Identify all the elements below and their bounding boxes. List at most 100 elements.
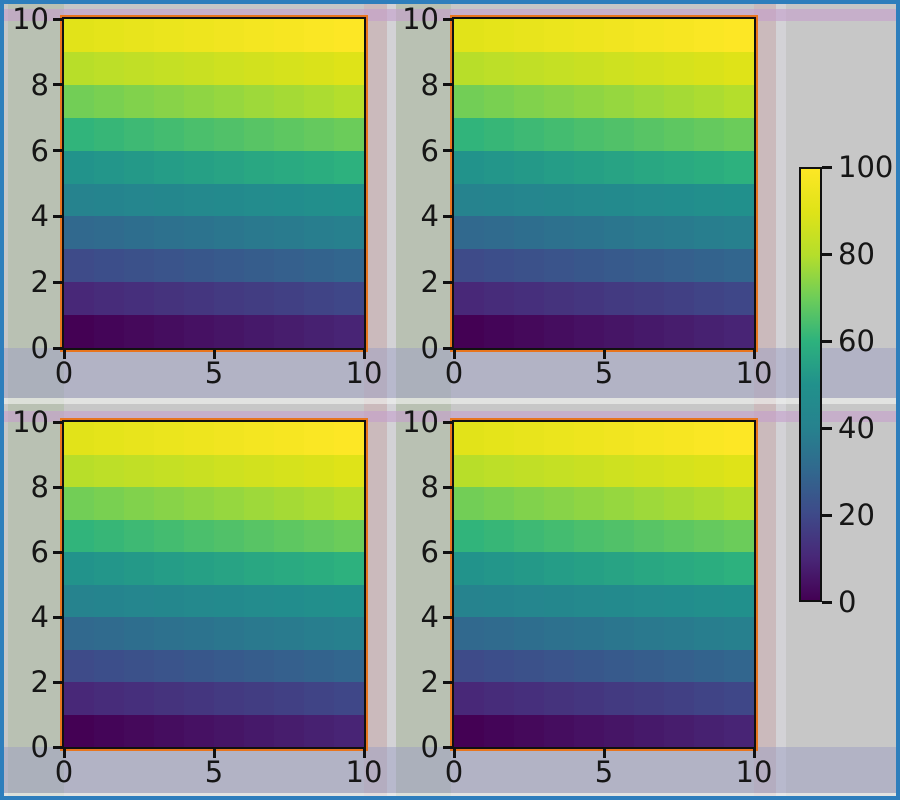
mesh-cell	[334, 714, 364, 747]
mesh-cell	[304, 216, 334, 250]
mesh-cell	[484, 249, 514, 283]
mesh-cell	[664, 150, 694, 184]
mesh-cell	[64, 183, 94, 217]
mesh-cell	[64, 649, 94, 682]
mesh-cell	[64, 150, 94, 184]
x-tick-label: 5	[594, 755, 614, 789]
mesh-cell	[514, 649, 544, 682]
mesh-cell	[574, 51, 604, 85]
colorbar-tick-label: 80	[838, 237, 875, 271]
y-tick-label: 10	[12, 2, 49, 36]
mesh-cell	[664, 216, 694, 250]
mesh-cell	[544, 51, 574, 85]
mesh-cell	[454, 584, 484, 617]
y-tick-mark	[443, 420, 452, 424]
mesh-cell	[244, 714, 274, 747]
mesh-cell	[604, 617, 634, 650]
mesh-cell	[664, 552, 694, 585]
mesh-cell	[634, 51, 664, 85]
mesh-cell	[244, 682, 274, 715]
mesh-cell	[484, 714, 514, 747]
mesh-cell	[484, 617, 514, 650]
mesh-cell	[634, 454, 664, 487]
mesh-cell	[124, 315, 154, 348]
mesh-cell	[604, 487, 634, 520]
mesh-cell	[634, 487, 664, 520]
mesh-cell	[334, 487, 364, 520]
mesh-cell	[94, 19, 124, 52]
mesh-cell	[724, 519, 754, 552]
mesh-cell	[544, 682, 574, 715]
mesh-cell	[244, 487, 274, 520]
mesh-cell	[544, 422, 574, 455]
y-tick-mark	[53, 280, 62, 284]
mesh-cell	[544, 315, 574, 348]
mesh-cell	[694, 682, 724, 715]
mesh-cell	[454, 282, 484, 316]
mesh-cell	[694, 584, 724, 617]
mesh-cell	[484, 19, 514, 52]
mesh-cell	[514, 282, 544, 316]
mesh-cell	[334, 282, 364, 316]
mesh-cell	[154, 584, 184, 617]
y-tick-label: 6	[30, 535, 49, 569]
mesh-cell	[574, 216, 604, 250]
mesh-cell	[724, 487, 754, 520]
mesh-cell	[514, 584, 544, 617]
y-tick-mark	[443, 214, 452, 218]
y-tick-label: 2	[30, 265, 49, 300]
mesh-cell	[574, 117, 604, 151]
mesh-cell	[484, 649, 514, 682]
mesh-cell	[154, 714, 184, 747]
mesh-cell	[124, 117, 154, 151]
mesh-cell	[94, 249, 124, 283]
mesh-cell	[724, 117, 754, 151]
mesh-cell	[274, 714, 304, 747]
mesh-cell	[694, 282, 724, 316]
mesh-cell	[454, 714, 484, 747]
mesh-cell	[544, 117, 574, 151]
mesh-cell	[574, 454, 604, 487]
mesh-cell	[574, 315, 604, 348]
mesh-cell	[334, 584, 364, 617]
mesh-cell	[664, 84, 694, 118]
mesh-cell	[304, 282, 334, 316]
mesh-cell	[184, 487, 214, 520]
mesh-cell	[184, 422, 214, 455]
mesh-cell	[244, 249, 274, 283]
mesh-cell	[274, 682, 304, 715]
mesh-cell	[484, 584, 514, 617]
mesh-cell	[604, 682, 634, 715]
mesh-cell	[154, 117, 184, 151]
mesh-cell	[634, 150, 664, 184]
mesh-cell	[334, 454, 364, 487]
mesh-cell	[304, 454, 334, 487]
mesh-cell	[604, 422, 634, 455]
mesh-cell	[694, 617, 724, 650]
background-bluegray-band-1	[4, 747, 896, 793]
mesh-cell	[94, 617, 124, 650]
mesh-cell	[124, 682, 154, 715]
y-tick-label: 8	[420, 67, 439, 102]
y-tick-mark	[443, 149, 452, 153]
mesh-cell	[484, 422, 514, 455]
mesh-cell	[514, 552, 544, 585]
mesh-cell	[154, 552, 184, 585]
mesh-cell	[124, 552, 154, 585]
mesh-cell	[574, 249, 604, 283]
mesh-cell	[124, 282, 154, 316]
x-tick-mark	[62, 350, 66, 359]
mesh-cell	[334, 51, 364, 85]
mesh-cell	[64, 19, 94, 52]
mesh-cell	[214, 282, 244, 316]
mesh-cell	[304, 315, 334, 348]
mesh-cell	[664, 682, 694, 715]
mesh-cell	[634, 714, 664, 747]
mesh-cell	[64, 617, 94, 650]
mesh-cell	[514, 315, 544, 348]
mesh-cell	[274, 519, 304, 552]
mesh-cell	[514, 454, 544, 487]
mesh-cell	[154, 454, 184, 487]
mesh-cell	[214, 84, 244, 118]
mesh-cell	[694, 19, 724, 52]
